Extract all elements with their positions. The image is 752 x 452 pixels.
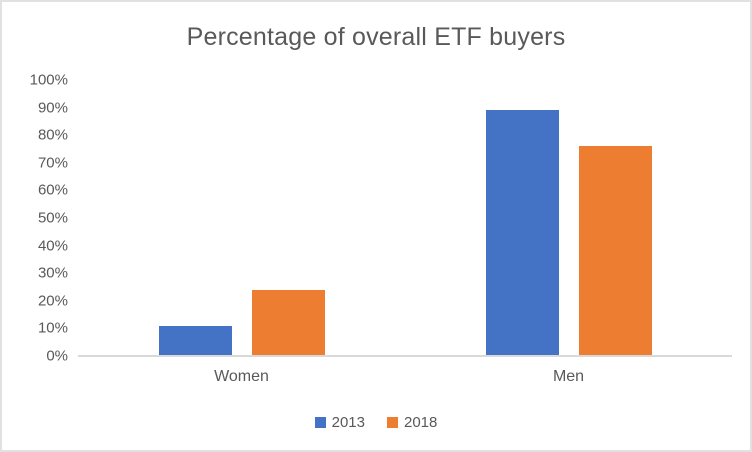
y-axis-tick-label: 10% bbox=[37, 319, 68, 337]
legend-label: 2013 bbox=[331, 414, 365, 431]
x-axis-line bbox=[78, 355, 732, 357]
y-axis-tick-label: 40% bbox=[37, 237, 68, 255]
y-axis-tick-label: 60% bbox=[37, 181, 68, 199]
bar-2018-men bbox=[578, 146, 652, 356]
y-axis-tick-label: 100% bbox=[29, 71, 68, 89]
chart-title: Percentage of overall ETF buyers bbox=[186, 23, 566, 51]
y-axis-tick-label: 90% bbox=[37, 99, 68, 117]
bar-2013-men bbox=[485, 110, 559, 356]
y-axis-tick-label: 20% bbox=[37, 292, 68, 310]
y-axis-tick-label: 50% bbox=[37, 209, 68, 227]
legend: 2013 2018 bbox=[2, 414, 750, 431]
x-axis-category-label: Women bbox=[214, 368, 269, 385]
y-axis-tick-label: 80% bbox=[37, 126, 68, 144]
legend-swatch-icon bbox=[314, 417, 326, 428]
legend-item-2018: 2018 bbox=[387, 414, 437, 431]
bar-2018-women bbox=[251, 289, 325, 356]
legend-swatch-icon bbox=[387, 417, 398, 428]
legend-label: 2018 bbox=[404, 414, 438, 431]
x-axis-category-label: Men bbox=[552, 368, 585, 385]
bar-2013-women bbox=[158, 325, 232, 356]
y-axis-tick-label: 30% bbox=[37, 264, 68, 282]
legend-item-2013: 2013 bbox=[314, 414, 365, 431]
y-axis-tick-label: 70% bbox=[37, 154, 68, 172]
y-axis-tick-label: 0% bbox=[46, 347, 68, 365]
